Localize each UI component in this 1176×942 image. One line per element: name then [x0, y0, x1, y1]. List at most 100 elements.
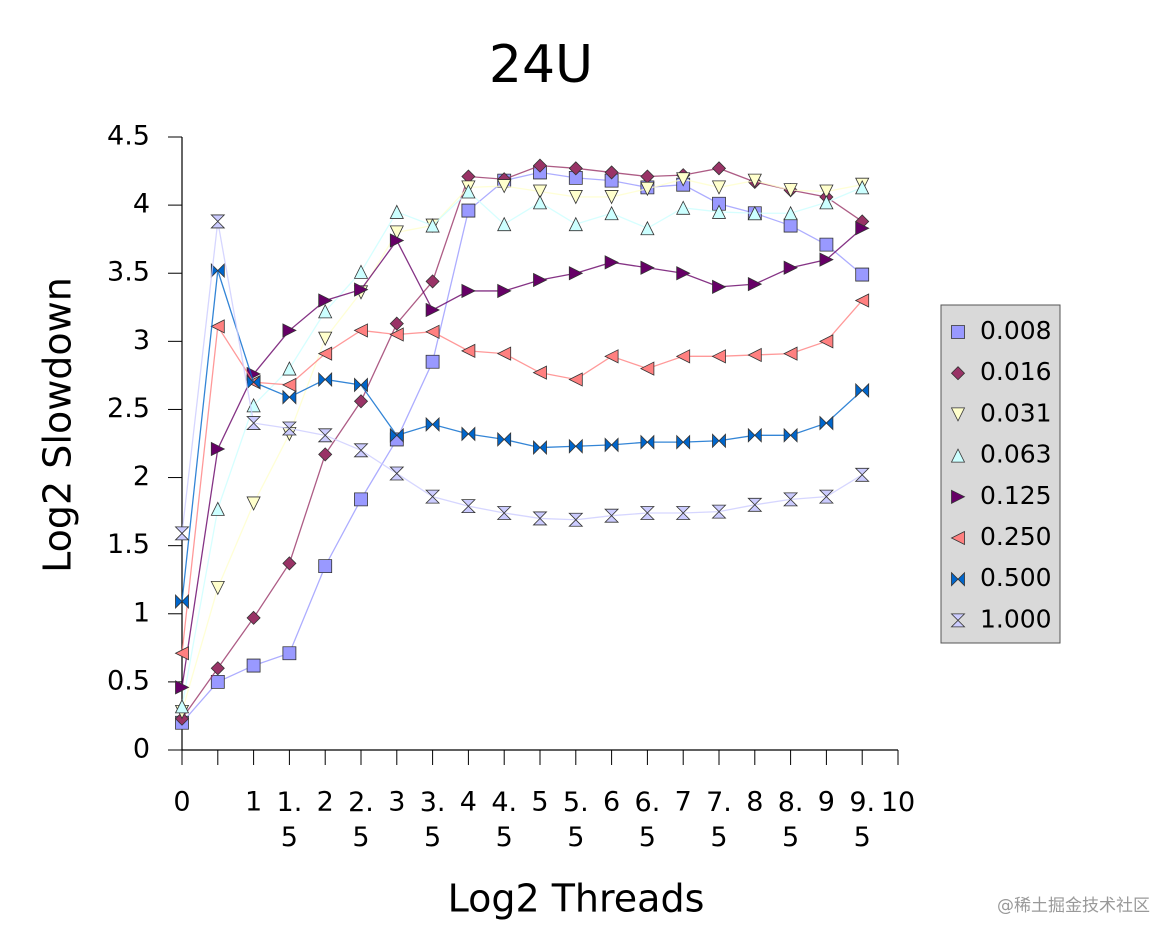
watermark: @稀土掘金技术社区 [997, 896, 1150, 916]
point [568, 161, 583, 176]
point [819, 415, 834, 431]
point [282, 646, 297, 661]
point [676, 434, 691, 450]
point [711, 180, 727, 195]
point [711, 204, 727, 219]
legend-marker [950, 613, 966, 628]
point [497, 283, 512, 299]
point [711, 161, 727, 176]
point [461, 184, 476, 199]
point [282, 323, 297, 338]
x-tick-label: 1 [245, 787, 262, 818]
point [425, 274, 440, 289]
point [425, 218, 440, 233]
point [568, 216, 583, 232]
y-tick-label: 2.5 [107, 393, 150, 424]
point [354, 492, 368, 507]
point [353, 443, 369, 458]
point [675, 349, 691, 364]
point [819, 237, 834, 252]
x-tick-label: 9 [818, 787, 835, 818]
point [747, 427, 762, 443]
point [282, 377, 297, 393]
point [318, 303, 333, 319]
point [282, 389, 297, 405]
point [282, 361, 297, 376]
point [210, 674, 225, 689]
point [246, 416, 262, 430]
point [783, 427, 798, 443]
point [174, 699, 190, 714]
point [175, 594, 189, 609]
point [568, 190, 583, 205]
series-line [181, 164, 863, 720]
legend-label: 0.500 [980, 563, 1052, 592]
point [497, 179, 512, 194]
point [389, 316, 404, 331]
x-tick-label: 5 [531, 787, 548, 818]
point [819, 184, 834, 199]
point [281, 421, 297, 436]
x-tick-label: 9. 5 [849, 787, 875, 853]
point [425, 354, 440, 369]
point [496, 506, 512, 520]
point [675, 506, 691, 520]
legend-box [940, 304, 1061, 644]
legend-label: 0.063 [980, 440, 1052, 469]
point [174, 646, 189, 661]
legend-label: 0.250 [980, 522, 1052, 551]
legend-marker [951, 325, 965, 339]
point [818, 489, 834, 504]
point [389, 225, 404, 240]
point [640, 260, 655, 275]
point [604, 437, 619, 453]
y-tick-label: 1.5 [107, 529, 150, 560]
point [389, 427, 404, 443]
legend-marker [950, 407, 966, 422]
point [425, 489, 441, 504]
point [353, 264, 369, 279]
series-line [181, 221, 863, 534]
point [711, 504, 727, 519]
point [640, 434, 655, 450]
point [354, 282, 369, 297]
point [640, 220, 655, 236]
point [533, 272, 548, 288]
point [354, 377, 368, 393]
point [317, 428, 333, 443]
x-tick-label: 7. 5 [706, 787, 732, 853]
point [819, 252, 834, 267]
point [676, 266, 691, 281]
point [712, 279, 727, 294]
point [783, 260, 798, 275]
y-tick-label: 3.5 [107, 257, 150, 288]
series-line [181, 227, 863, 688]
point [210, 319, 225, 334]
point [747, 276, 763, 292]
x-tick-label: 6. 5 [635, 787, 661, 853]
legend-label: 1.000 [980, 604, 1052, 633]
point [676, 200, 691, 215]
point [318, 559, 333, 573]
legend-marker [950, 366, 966, 381]
point [747, 205, 762, 221]
y-tick-label: 0.5 [107, 665, 150, 696]
point [461, 203, 476, 218]
point [282, 556, 297, 571]
point [711, 349, 726, 364]
point [854, 293, 870, 308]
point [497, 216, 512, 232]
point [461, 343, 476, 359]
point [174, 526, 190, 541]
point [532, 365, 547, 380]
x-tick-label: 2. 5 [348, 787, 374, 853]
y-tick-label: 4 [133, 189, 150, 220]
point [604, 205, 619, 221]
point [783, 492, 799, 507]
point [568, 372, 583, 387]
legend-marker [950, 448, 966, 463]
x-tick-label: 10 [881, 787, 915, 818]
point [639, 506, 655, 520]
y-tick-label: 3 [133, 325, 150, 356]
